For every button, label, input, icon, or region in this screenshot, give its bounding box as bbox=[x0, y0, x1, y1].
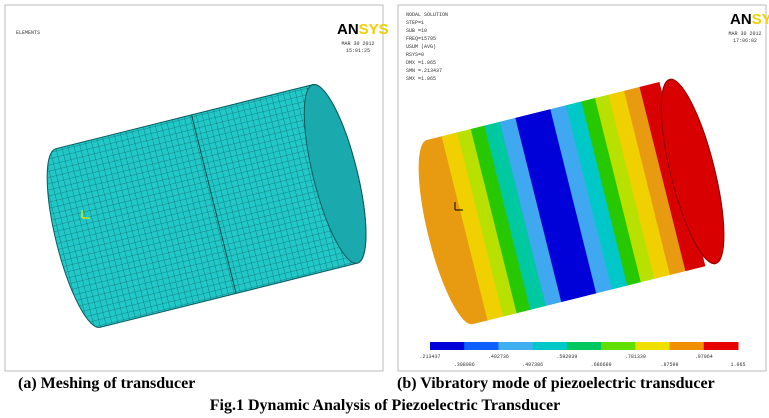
colorbar-label: .308086 bbox=[454, 362, 475, 368]
time: 15:01:25 bbox=[346, 48, 370, 54]
info-line: SMN =.213437 bbox=[406, 68, 442, 74]
figure: ELEMENTS ANSYS MAR 30 2012 15:01:25 NODA… bbox=[0, 0, 769, 418]
logo: ANSYS bbox=[337, 21, 389, 38]
info-line: SMX =1.065 bbox=[406, 76, 436, 82]
panel-label: ELEMENTS bbox=[16, 30, 40, 36]
colorbar-label: .97064 bbox=[695, 354, 713, 360]
colorbar-label: .592039 bbox=[556, 354, 577, 360]
info-line: RSYS=0 bbox=[406, 52, 424, 58]
colorbar-segment bbox=[430, 342, 465, 350]
info-line: NODAL SOLUTION bbox=[406, 12, 448, 18]
logo: ANSYS bbox=[730, 11, 769, 28]
info-line: DMX =1.065 bbox=[406, 60, 436, 66]
colorbar-label: .87599 bbox=[661, 362, 679, 368]
time: 17:06:02 bbox=[733, 38, 757, 44]
colorbar-label: .781339 bbox=[625, 354, 646, 360]
colorbar-label: .213437 bbox=[419, 354, 440, 360]
colorbar-segment bbox=[670, 342, 705, 350]
colorbar-label: .686689 bbox=[591, 362, 612, 368]
colorbar-segment bbox=[464, 342, 499, 350]
colorbar-segment bbox=[533, 342, 568, 350]
caption-a: (a) Meshing of transducer bbox=[18, 375, 195, 392]
colorbar-label: .497386 bbox=[522, 362, 543, 368]
colorbar-segment bbox=[567, 342, 602, 350]
info-line: USUM (AVG) bbox=[406, 44, 436, 50]
colorbar-segment bbox=[635, 342, 670, 350]
colorbar-label: .402736 bbox=[488, 354, 509, 360]
colorbar-segment bbox=[704, 342, 739, 350]
colorbar-segment bbox=[498, 342, 533, 350]
caption-b: (b) Vibratory mode of piezoelectric tran… bbox=[397, 375, 715, 392]
figure-caption: Fig.1 Dynamic Analysis of Piezoelectric … bbox=[210, 397, 560, 414]
date: MAR 30 2012 bbox=[341, 41, 374, 47]
info-line: SUB =10 bbox=[406, 28, 427, 34]
info-line: FREQ=15795 bbox=[406, 36, 436, 42]
colorbar-segment bbox=[601, 342, 636, 350]
date: MAR 30 2012 bbox=[728, 31, 761, 37]
info-line: STEP=1 bbox=[406, 20, 424, 26]
colorbar-label: 1.065 bbox=[730, 362, 745, 368]
